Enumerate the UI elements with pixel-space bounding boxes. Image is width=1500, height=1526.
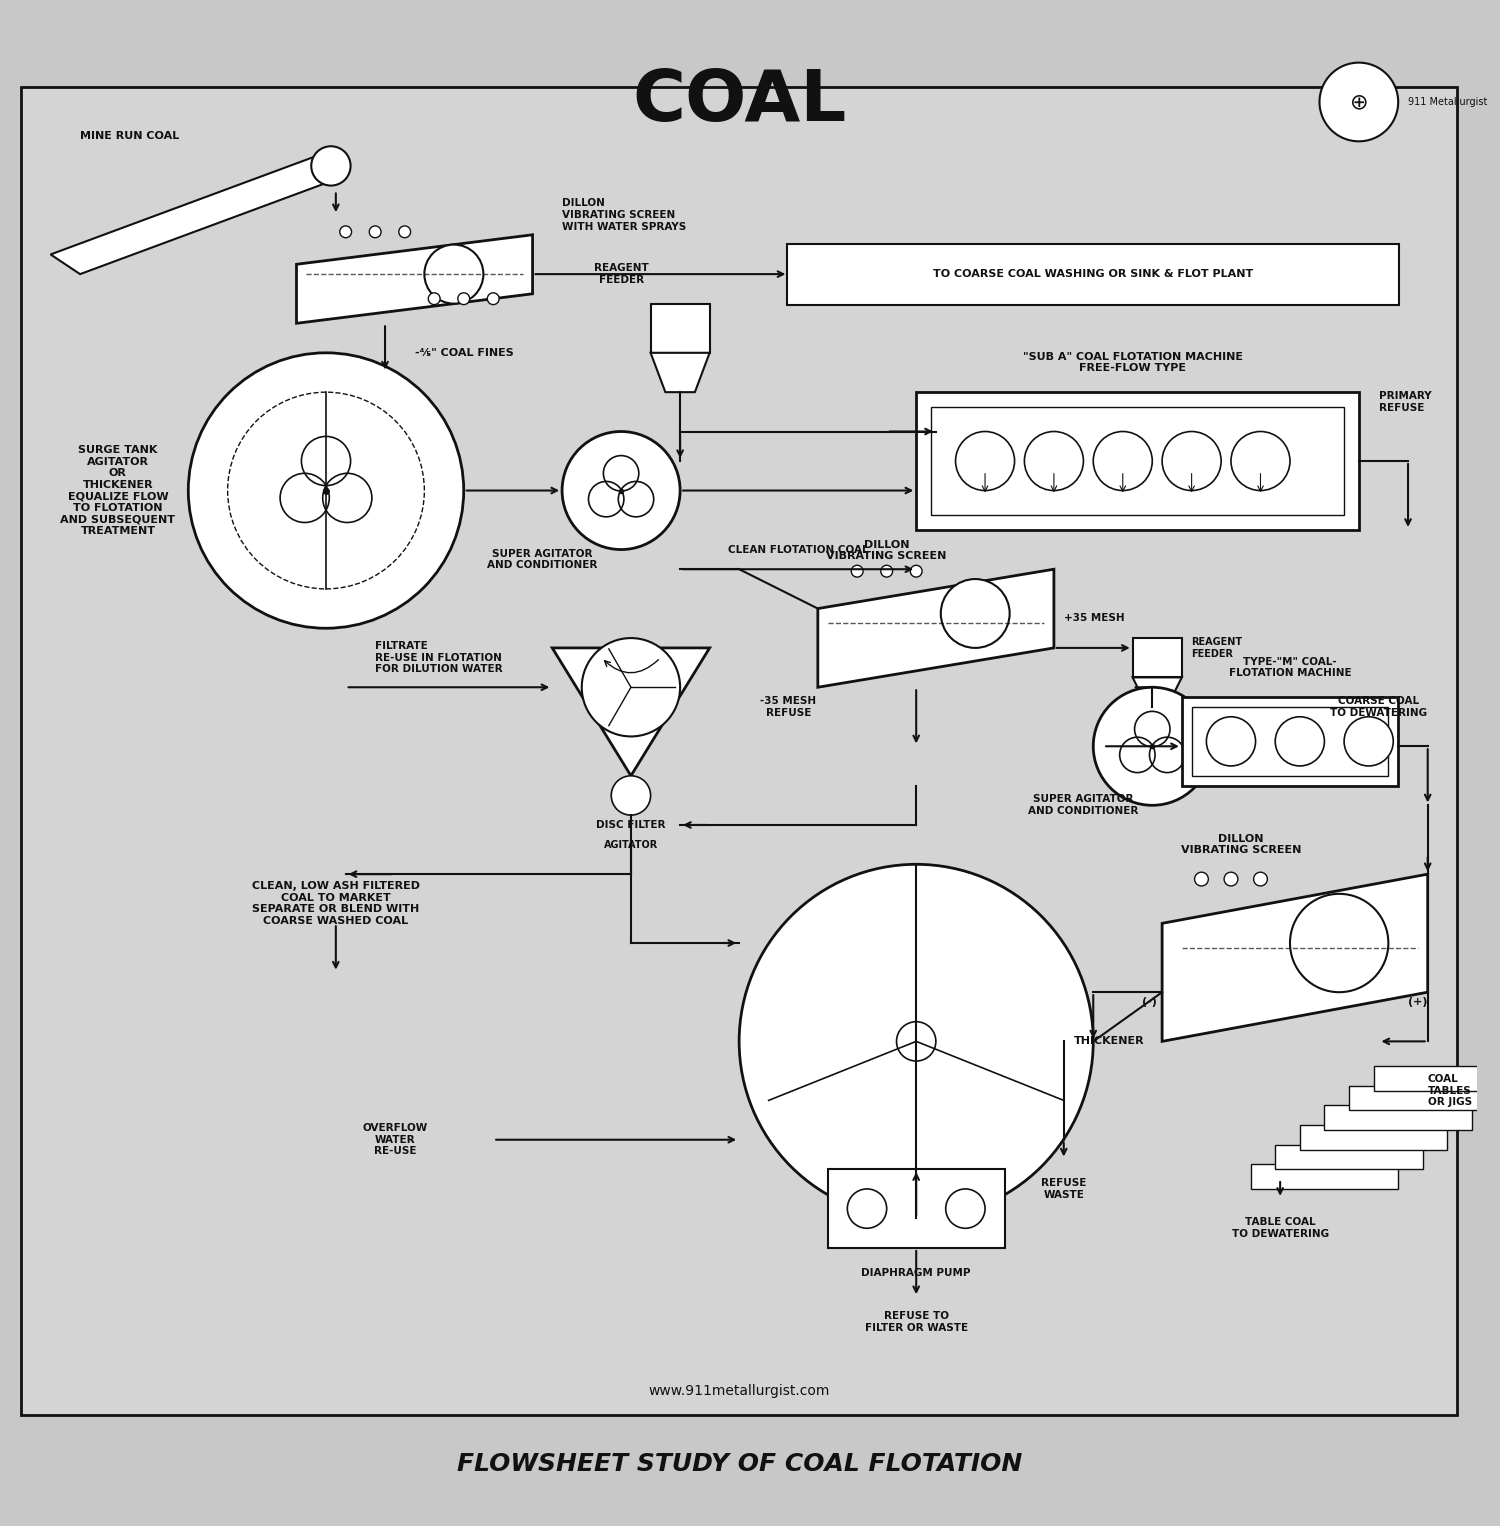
Circle shape <box>1094 687 1212 806</box>
Circle shape <box>1254 873 1268 887</box>
Polygon shape <box>51 156 345 275</box>
Text: OVERFLOW
WATER
RE-USE: OVERFLOW WATER RE-USE <box>362 1123 428 1157</box>
Circle shape <box>956 432 1014 490</box>
Text: SUPER AGITATOR
AND CONDITIONER: SUPER AGITATOR AND CONDITIONER <box>488 548 597 571</box>
Circle shape <box>424 244 483 304</box>
Bar <box>1182 697 1398 786</box>
Bar <box>1374 1067 1500 1091</box>
Text: -⅘" COAL FINES: -⅘" COAL FINES <box>414 348 513 357</box>
Text: TABLE COAL
TO DEWATERING: TABLE COAL TO DEWATERING <box>1232 1218 1329 1239</box>
Text: -35 MESH
REFUSE: -35 MESH REFUSE <box>760 696 816 717</box>
Text: FLOWSHEET STUDY OF COAL FLOTATION: FLOWSHEET STUDY OF COAL FLOTATION <box>456 1453 1022 1476</box>
Text: CLEAN, LOW ASH FILTERED
COAL TO MARKET
SEPARATE OR BLEND WITH
COARSE WASHED COAL: CLEAN, LOW ASH FILTERED COAL TO MARKET S… <box>252 881 420 926</box>
Circle shape <box>852 565 862 577</box>
Text: DILLON
VIBRATING SCREEN: DILLON VIBRATING SCREEN <box>827 540 946 562</box>
Text: COAL: COAL <box>632 67 846 136</box>
Polygon shape <box>1162 874 1428 1041</box>
Circle shape <box>1024 432 1083 490</box>
Text: SURGE TANK
AGITATOR
OR
THICKENER
EQUALIZE FLOW
TO FLOTATION
AND SUBSEQUENT
TREAT: SURGE TANK AGITATOR OR THICKENER EQUALIZ… <box>60 446 176 536</box>
Polygon shape <box>818 569 1054 687</box>
Circle shape <box>1275 717 1324 766</box>
Text: (-): (-) <box>1143 996 1158 1007</box>
Text: +35 MESH: +35 MESH <box>1064 613 1125 624</box>
Circle shape <box>847 1189 886 1228</box>
Text: REAGENT
FEEDER: REAGENT FEEDER <box>1191 638 1242 659</box>
Text: THICKENER: THICKENER <box>1074 1036 1144 1047</box>
Circle shape <box>880 565 892 577</box>
Bar <box>1132 638 1182 678</box>
Bar <box>1275 1144 1424 1169</box>
Text: MINE RUN COAL: MINE RUN COAL <box>80 131 180 142</box>
Bar <box>828 1169 1005 1248</box>
Circle shape <box>310 146 351 186</box>
Text: TO COARSE COAL WASHING OR SINK & FLOT PLANT: TO COARSE COAL WASHING OR SINK & FLOT PL… <box>933 269 1254 279</box>
Text: SUPER AGITATOR
AND CONDITIONER: SUPER AGITATOR AND CONDITIONER <box>1028 795 1138 816</box>
Text: COAL
TABLES
OR JIGS: COAL TABLES OR JIGS <box>1428 1074 1472 1108</box>
Circle shape <box>429 293 439 305</box>
Circle shape <box>399 226 411 238</box>
Text: COARSE COAL
TO DEWATERING: COARSE COAL TO DEWATERING <box>1330 696 1426 717</box>
Text: REFUSE TO
FILTER OR WASTE: REFUSE TO FILTER OR WASTE <box>864 1311 968 1332</box>
Circle shape <box>910 565 922 577</box>
Circle shape <box>369 226 381 238</box>
Circle shape <box>189 353 464 629</box>
Text: REAGENT
FEEDER: REAGENT FEEDER <box>594 264 648 285</box>
Circle shape <box>897 1022 936 1061</box>
Circle shape <box>1206 717 1255 766</box>
Circle shape <box>562 432 680 549</box>
Text: www.911metallurgist.com: www.911metallurgist.com <box>648 1384 830 1398</box>
Circle shape <box>1224 873 1238 887</box>
Circle shape <box>1162 432 1221 490</box>
Bar <box>932 407 1344 516</box>
Text: ⊕: ⊕ <box>1350 92 1368 111</box>
Bar <box>1251 1164 1398 1189</box>
Bar <box>1300 1125 1448 1149</box>
FancyBboxPatch shape <box>788 244 1400 305</box>
Circle shape <box>1232 432 1290 490</box>
Polygon shape <box>1132 678 1182 707</box>
Text: DILLON
VIBRATING SCREEN
WITH WATER SPRAYS: DILLON VIBRATING SCREEN WITH WATER SPRAY… <box>562 198 687 232</box>
Circle shape <box>940 578 1010 649</box>
Text: TYPE-"M" COAL-
FLOTATION MACHINE: TYPE-"M" COAL- FLOTATION MACHINE <box>1228 656 1352 679</box>
Bar <box>21 87 1456 1415</box>
Circle shape <box>1094 432 1152 490</box>
Circle shape <box>945 1189 986 1228</box>
Text: "SUB A" COAL FLOTATION MACHINE
FREE-FLOW TYPE: "SUB A" COAL FLOTATION MACHINE FREE-FLOW… <box>1023 353 1242 374</box>
Text: FILTRATE
RE-USE IN FLOTATION
FOR DILUTION WATER: FILTRATE RE-USE IN FLOTATION FOR DILUTIO… <box>375 641 502 674</box>
Circle shape <box>1290 894 1389 992</box>
Text: CLEAN FLOTATION COAL: CLEAN FLOTATION COAL <box>728 545 868 554</box>
Text: AGITATOR: AGITATOR <box>604 839 658 850</box>
Polygon shape <box>651 353 710 392</box>
Circle shape <box>612 775 651 815</box>
Text: PRIMARY
REFUSE: PRIMARY REFUSE <box>1378 391 1431 414</box>
Circle shape <box>488 293 500 305</box>
Text: DIAPHRAGM PUMP: DIAPHRAGM PUMP <box>861 1268 970 1277</box>
Circle shape <box>582 638 680 737</box>
Bar <box>916 392 1359 530</box>
Bar <box>651 304 710 353</box>
Text: DILLON
VIBRATING SCREEN: DILLON VIBRATING SCREEN <box>1180 833 1300 856</box>
Polygon shape <box>297 235 532 324</box>
Text: 911 Metallurgist: 911 Metallurgist <box>1408 98 1488 107</box>
Circle shape <box>1344 717 1394 766</box>
Circle shape <box>340 226 351 238</box>
Bar <box>1324 1105 1472 1129</box>
Bar <box>1348 1085 1497 1111</box>
Text: (+): (+) <box>1408 996 1428 1007</box>
Circle shape <box>1194 873 1209 887</box>
Circle shape <box>458 293 470 305</box>
Text: REFUSE
WASTE: REFUSE WASTE <box>1041 1178 1086 1199</box>
Polygon shape <box>552 649 710 775</box>
Bar <box>1191 707 1389 775</box>
Circle shape <box>1320 63 1398 142</box>
Text: DISC FILTER: DISC FILTER <box>596 819 666 830</box>
Circle shape <box>740 864 1094 1218</box>
